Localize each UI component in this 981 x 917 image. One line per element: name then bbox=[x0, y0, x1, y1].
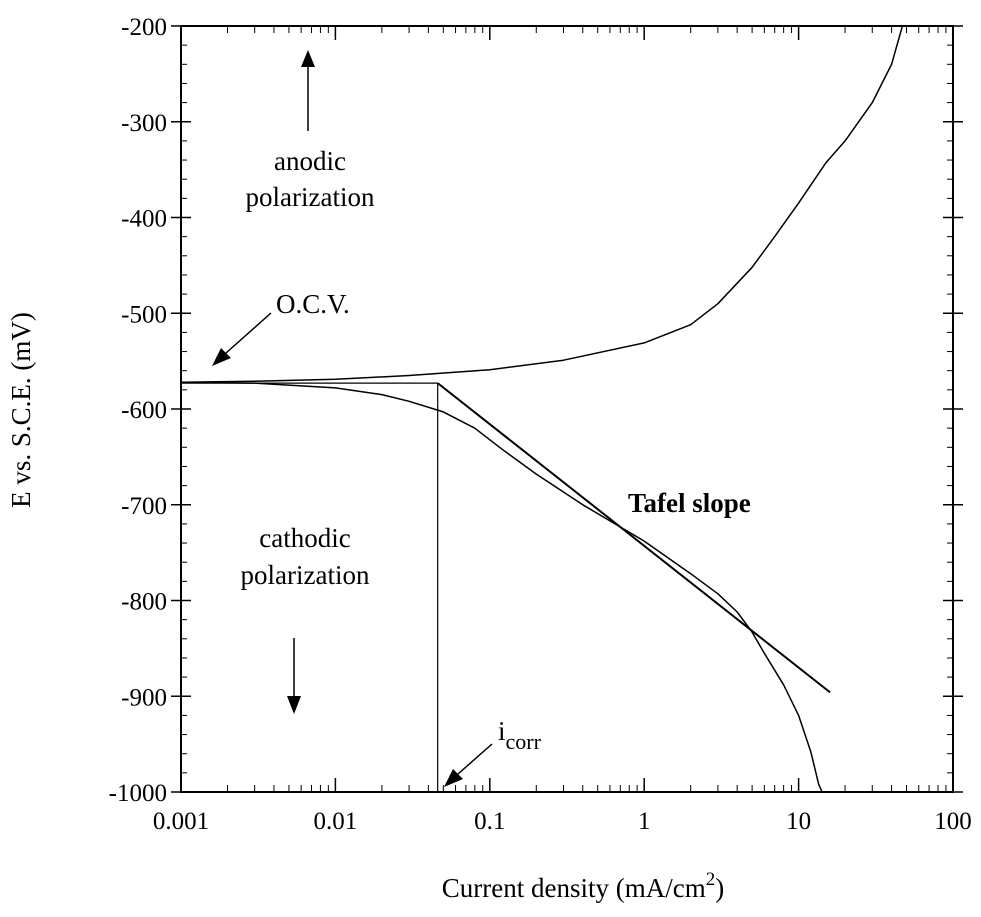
x-tick-label: 1 bbox=[638, 808, 651, 835]
y-tick-label: -200 bbox=[121, 14, 167, 41]
y-tick-label: -300 bbox=[121, 110, 167, 137]
x-tick-label: 0.01 bbox=[314, 808, 358, 835]
cathodic-arrow bbox=[287, 638, 301, 714]
anodic-label-line2: polarization bbox=[246, 182, 375, 212]
tafel-slope-label: Tafel slope bbox=[628, 488, 751, 518]
y-axis-title: E vs. S.C.E. (mV) bbox=[6, 312, 36, 508]
anodic-arrow bbox=[301, 50, 315, 131]
x-tick-label: 10 bbox=[786, 808, 811, 835]
y-tick-label: -700 bbox=[121, 493, 167, 520]
y-tick-label: -500 bbox=[121, 301, 167, 328]
y-tick-label: -1000 bbox=[109, 780, 167, 807]
x-tick-label: 0.001 bbox=[153, 808, 209, 835]
x-axis-title: Current density (mA/cm2) bbox=[442, 869, 724, 903]
y-tick-label: -400 bbox=[121, 206, 167, 233]
cathodic-series bbox=[180, 381, 823, 793]
y-tick-label: -800 bbox=[121, 589, 167, 616]
cathodic-label-line1: cathodic bbox=[259, 523, 350, 553]
x-tick-label: 100 bbox=[934, 808, 972, 835]
tick-labels: 0.001 0.01 0.1 1 10 100 -1000 -900 -800 -700 -600 -… bbox=[109, 14, 972, 835]
data-series bbox=[180, 25, 904, 793]
anodic-series bbox=[180, 25, 904, 383]
cathodic-label-line2: polarization bbox=[241, 560, 370, 590]
icorr-arrow bbox=[444, 743, 493, 787]
x-tick-label: 0.1 bbox=[474, 808, 505, 835]
tafel-line-series bbox=[437, 382, 831, 694]
icorr-label: icorr bbox=[498, 716, 542, 754]
anodic-label-line1: anodic bbox=[274, 146, 346, 176]
plot-frame bbox=[180, 25, 954, 793]
y-tick-label: -900 bbox=[121, 684, 167, 711]
ocv-arrow bbox=[212, 312, 272, 366]
y-tick-label: -600 bbox=[121, 397, 167, 424]
ocv-label: O.C.V. bbox=[276, 289, 350, 319]
